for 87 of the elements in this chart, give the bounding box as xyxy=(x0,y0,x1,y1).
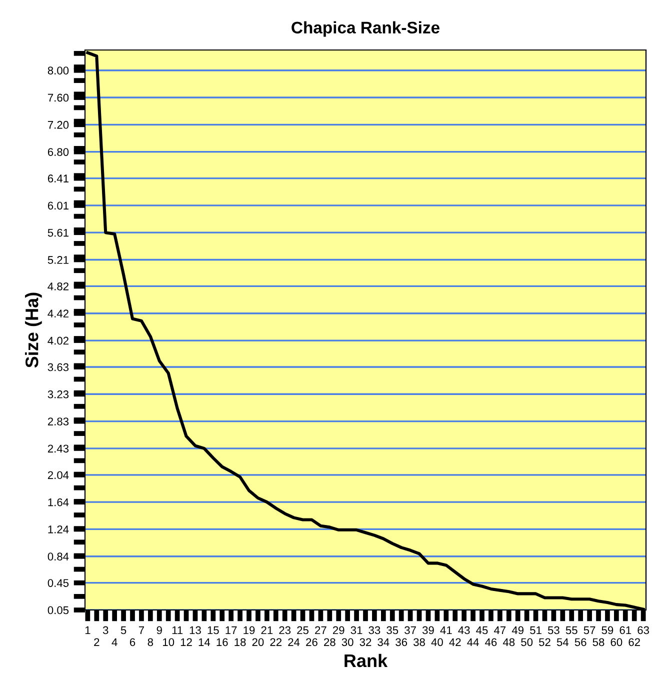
x-tick-label: 53 xyxy=(548,626,560,634)
y-tick-label: 0.45 xyxy=(48,579,69,587)
y-tick-label: 2.43 xyxy=(48,444,69,453)
x-tick-label: 50 xyxy=(521,638,533,646)
x-tick-label: 36 xyxy=(396,638,408,646)
x-tick-label: 59 xyxy=(602,626,614,634)
x-tick-label: 37 xyxy=(404,626,416,634)
x-tick-label: 57 xyxy=(584,626,596,634)
x-tick-label: 19 xyxy=(244,626,255,634)
x-tick-label: 51 xyxy=(530,626,542,634)
chart-title: Chapica Rank-Size xyxy=(292,21,440,37)
x-tick-label: 58 xyxy=(592,638,604,646)
x-tick-label: 61 xyxy=(620,626,632,634)
y-tick-label: 1.24 xyxy=(48,525,69,534)
x-tick-label: 28 xyxy=(324,638,336,646)
x-tick-label: 35 xyxy=(386,626,398,634)
x-tick-label: 2 xyxy=(94,638,100,646)
x-tick-label: 32 xyxy=(360,638,372,646)
x-tick-label: 55 xyxy=(566,626,578,634)
x-tick-label: 34 xyxy=(378,638,390,646)
x-tick-label: 27 xyxy=(315,626,326,634)
y-tick-label: 5.21 xyxy=(48,256,68,264)
x-tick-label: 48 xyxy=(502,638,515,646)
x-tick-label: 39 xyxy=(422,626,434,634)
y-tick-label: 6.41 xyxy=(48,174,68,182)
x-tick-label: 22 xyxy=(270,638,282,646)
x-tick-label: 24 xyxy=(288,638,300,646)
x-tick-label: 20 xyxy=(252,638,264,646)
x-tick-label: 42 xyxy=(449,638,461,646)
x-tick-label: 8 xyxy=(148,638,154,646)
x-tick-label: 47 xyxy=(494,626,506,634)
y-tick-label: 4.42 xyxy=(48,310,68,318)
x-tick-label: 29 xyxy=(332,626,344,634)
y-tick-label: 7.20 xyxy=(48,120,69,129)
x-tick-label: 54 xyxy=(556,638,569,646)
x-tick-label: 45 xyxy=(476,626,488,634)
x-tick-label: 31 xyxy=(350,626,362,634)
y-tick-label: 6.80 xyxy=(48,148,69,156)
x-tick-label: 16 xyxy=(216,638,228,646)
y-tick-label: 2.04 xyxy=(48,471,69,480)
x-tick-label: 13 xyxy=(190,626,201,634)
x-tick-label: 40 xyxy=(431,638,443,646)
x-tick-label: 44 xyxy=(467,638,479,646)
y-axis-title: Size (Ha) xyxy=(25,292,42,368)
x-tick-label: 5 xyxy=(120,626,126,634)
x-tick-label: 15 xyxy=(208,626,219,634)
y-tick-label: 5.61 xyxy=(48,228,68,237)
x-tick-label: 4 xyxy=(112,638,118,646)
x-tick-label: 33 xyxy=(368,626,380,634)
x-axis-title: Rank xyxy=(344,654,388,668)
x-tick-label: 63 xyxy=(638,626,650,634)
y-tick-label: 4.02 xyxy=(48,336,68,345)
x-tick-label: 26 xyxy=(306,638,318,646)
y-tick-label: 4.82 xyxy=(48,282,68,290)
x-tick-label: 23 xyxy=(279,626,291,634)
x-tick-label: 11 xyxy=(172,626,183,634)
x-tick-label: 17 xyxy=(226,626,237,634)
y-tick-label: 1.64 xyxy=(48,498,69,506)
x-tick-label: 41 xyxy=(440,626,452,634)
x-tick-label: 62 xyxy=(628,638,640,646)
y-tick-label: 2.83 xyxy=(48,418,69,426)
x-tick-label: 49 xyxy=(512,626,524,634)
x-tick-label: 1 xyxy=(85,626,90,634)
x-tick-label: 14 xyxy=(198,638,210,646)
x-tick-label: 38 xyxy=(414,638,425,646)
x-tick-label: 9 xyxy=(156,626,162,634)
x-tick-label: 12 xyxy=(180,638,192,646)
x-tick-label: 60 xyxy=(610,638,622,646)
x-tick-label: 21 xyxy=(261,626,273,634)
x-tick-label: 3 xyxy=(102,626,108,634)
y-tick-label: 0.05 xyxy=(48,606,69,614)
x-tick-label: 30 xyxy=(342,638,354,646)
x-tick-label: 10 xyxy=(163,638,174,646)
y-tick-label: 7.60 xyxy=(48,94,69,102)
y-tick-label: 3.23 xyxy=(48,390,69,398)
y-tick-label: 3.63 xyxy=(48,363,69,372)
x-tick-label: 18 xyxy=(234,638,246,646)
x-tick-label: 46 xyxy=(485,638,497,646)
x-tick-label: 56 xyxy=(574,638,586,646)
y-tick-label: 0.84 xyxy=(48,552,69,561)
y-tick-label: 8.00 xyxy=(48,66,69,74)
x-tick-label: 25 xyxy=(297,626,308,634)
x-tick-label: 6 xyxy=(130,638,136,646)
x-tick-label: 52 xyxy=(539,638,550,646)
y-tick-label: 6.01 xyxy=(48,202,68,210)
x-tick-label: 7 xyxy=(138,626,144,634)
x-tick-label: 43 xyxy=(458,626,470,634)
